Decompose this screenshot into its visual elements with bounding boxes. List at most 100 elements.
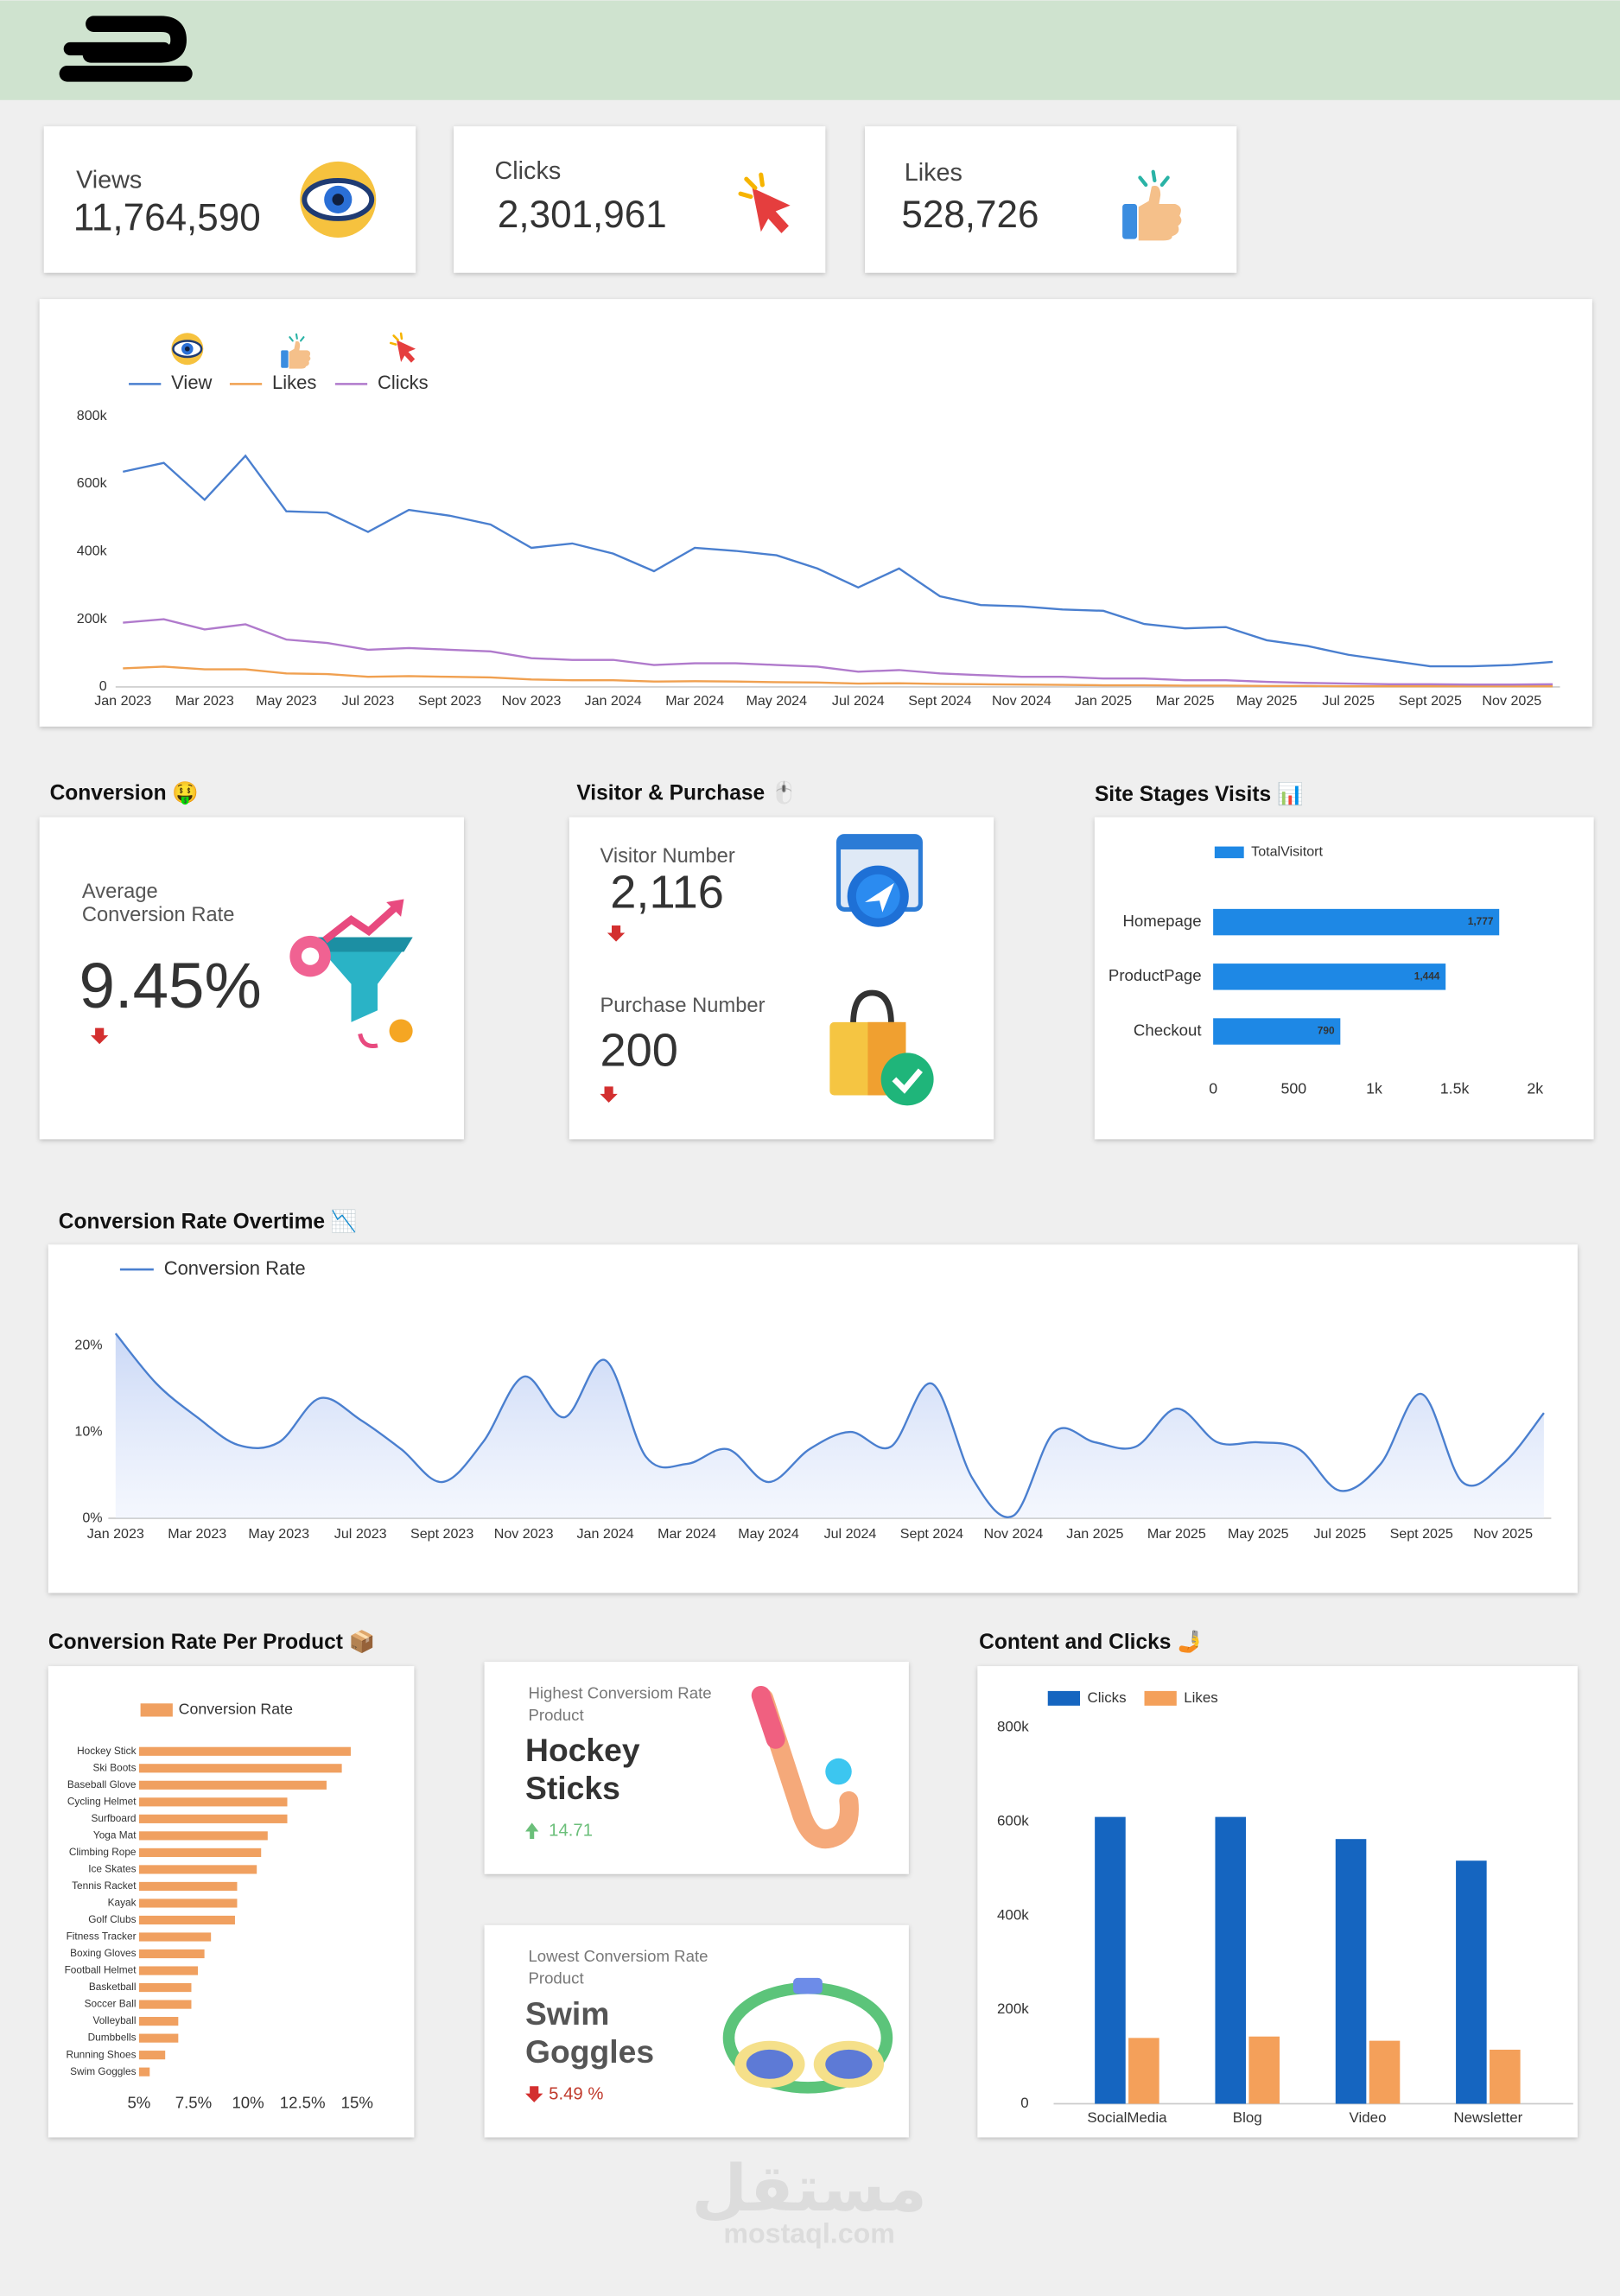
y-tick-label: Football Helmet bbox=[65, 1964, 137, 1976]
kpi-label: Clicks bbox=[494, 157, 561, 185]
kpi-value: 528,726 bbox=[901, 194, 1039, 236]
bar bbox=[1335, 1839, 1367, 2104]
area bbox=[115, 1333, 1544, 1519]
x-tick-label: Jan 2024 bbox=[577, 1526, 634, 1542]
x-tick-label: Mar 2023 bbox=[168, 1526, 226, 1542]
x-tick-label: Jul 2023 bbox=[342, 693, 395, 709]
x-tick-label: Nov 2024 bbox=[992, 693, 1051, 709]
legend-marker bbox=[140, 1703, 173, 1717]
x-tick-label: 15% bbox=[341, 2093, 373, 2111]
bag-icon bbox=[829, 989, 934, 1106]
x-tick-label: Jan 2025 bbox=[1066, 1526, 1123, 1542]
x-tick-label: Mar 2023 bbox=[175, 693, 234, 709]
bar bbox=[138, 2067, 150, 2077]
x-tick-label: Jul 2024 bbox=[832, 693, 885, 709]
bar bbox=[138, 1764, 342, 1773]
visitor-label: Visitor Number bbox=[600, 845, 734, 868]
conversion-value: 9.45% bbox=[79, 950, 261, 1021]
x-tick-label: 2k bbox=[1527, 1079, 1543, 1097]
y-tick-label: ProductPage bbox=[1109, 966, 1202, 984]
legend-icon bbox=[170, 331, 205, 366]
legend-label: TotalVisitort bbox=[1251, 844, 1323, 860]
section-title: Visitor & Purchase 🖱️ bbox=[576, 779, 797, 805]
highlight-label: Product bbox=[528, 1706, 584, 1724]
y-tick-label: Yoga Mat bbox=[93, 1829, 137, 1841]
y-tick-label: Ice Skates bbox=[88, 1863, 136, 1875]
x-tick-label: Blog bbox=[1233, 2109, 1262, 2126]
conversion-label: Average bbox=[82, 881, 158, 903]
y-tick-label: 600k bbox=[997, 1813, 1029, 1829]
watermark: مستقل bbox=[691, 2153, 927, 2224]
y-tick-label: Swim Goggles bbox=[70, 2065, 136, 2077]
x-tick-label: Mar 2024 bbox=[658, 1526, 716, 1542]
x-tick-label: 12.5% bbox=[280, 2093, 326, 2111]
x-tick-label: May 2023 bbox=[256, 693, 317, 709]
lowlight-product: Goggles bbox=[525, 2033, 654, 2070]
y-tick-label: Climbing Rope bbox=[69, 1846, 137, 1858]
y-tick-label: Golf Clubs bbox=[88, 1913, 136, 1925]
bar bbox=[138, 1966, 199, 1975]
down-arrow bbox=[600, 1086, 618, 1103]
highlight-value: 14.71 bbox=[549, 1822, 593, 1841]
x-tick-label: Sept 2025 bbox=[1390, 1526, 1453, 1542]
watermark: mostaql.com bbox=[723, 2217, 894, 2248]
bar bbox=[138, 1915, 235, 1925]
y-tick-label: 400k bbox=[77, 544, 108, 559]
header-bar bbox=[0, 0, 1620, 100]
bar bbox=[138, 1982, 192, 1993]
section-title: Content and Clicks 🤳 bbox=[979, 1629, 1204, 1654]
line bbox=[114, 1332, 1545, 1518]
x-tick-label: Sept 2024 bbox=[908, 693, 971, 709]
y-tick-label: Checkout bbox=[1134, 1021, 1203, 1039]
bar bbox=[138, 1949, 205, 1959]
y-tick-label: 10% bbox=[74, 1423, 102, 1439]
legend-label: Likes bbox=[1184, 1689, 1218, 1706]
x-tick-label: Jan 2024 bbox=[585, 693, 642, 709]
x-tick-label: Nov 2025 bbox=[1482, 693, 1541, 709]
highlight-label: Highest Conversiom Rate bbox=[528, 1683, 711, 1701]
legend-label: Conversion Rate bbox=[179, 1701, 293, 1718]
legend-label: Likes bbox=[272, 372, 316, 393]
bar bbox=[1213, 964, 1446, 990]
kpi-card bbox=[865, 126, 1237, 273]
y-tick-label: Fitness Tracker bbox=[67, 1930, 137, 1943]
bar bbox=[138, 1865, 257, 1874]
bar bbox=[1128, 2038, 1159, 2104]
bar bbox=[1456, 1860, 1487, 2104]
x-tick-label: May 2024 bbox=[746, 693, 807, 709]
bar bbox=[138, 2000, 192, 2009]
y-tick-label: Ski Boots bbox=[92, 1761, 136, 1773]
x-tick-label: Jul 2025 bbox=[1322, 693, 1375, 709]
y-tick-label: 0 bbox=[99, 678, 107, 694]
value-label: 790 bbox=[1318, 1025, 1335, 1037]
bar bbox=[138, 1797, 288, 1807]
section-title: Site Stages Visits 📊 bbox=[1095, 781, 1304, 806]
x-tick-label: 500 bbox=[1280, 1079, 1306, 1097]
y-tick-label: 200k bbox=[77, 611, 108, 626]
x-tick-label: SocialMedia bbox=[1087, 2109, 1167, 2126]
lowlight-label: Lowest Conversiom Rate bbox=[528, 1947, 708, 1965]
eye-icon bbox=[300, 162, 376, 238]
y-tick-label: 800k bbox=[997, 1719, 1029, 1735]
down-arrow bbox=[607, 925, 626, 942]
kpi-label: Views bbox=[76, 166, 142, 194]
bar bbox=[1213, 1018, 1341, 1045]
y-tick-label: Running Shoes bbox=[67, 2048, 137, 2060]
section-title: Conversion Rate Per Product 📦 bbox=[48, 1629, 375, 1654]
bar bbox=[1490, 2049, 1521, 2104]
section-title: Conversion Rate Overtime 📉 bbox=[59, 1209, 358, 1234]
y-tick-label: Tennis Racket bbox=[72, 1879, 137, 1892]
highlight-product: Hockey bbox=[525, 1732, 640, 1768]
y-tick-label: Baseball Glove bbox=[67, 1778, 137, 1790]
kpi-value: 11,764,590 bbox=[73, 197, 261, 239]
legend-label: Conversion Rate bbox=[164, 1257, 306, 1279]
x-tick-label: Sept 2024 bbox=[900, 1526, 963, 1542]
y-tick-label: Volleyball bbox=[92, 2014, 136, 2026]
bar bbox=[138, 1881, 238, 1892]
y-tick-label: 20% bbox=[74, 1337, 102, 1352]
x-tick-label: Video bbox=[1350, 2109, 1387, 2126]
x-tick-label: Nov 2023 bbox=[502, 693, 562, 709]
bar bbox=[138, 1831, 268, 1841]
x-tick-label: Jan 2025 bbox=[1075, 693, 1132, 709]
